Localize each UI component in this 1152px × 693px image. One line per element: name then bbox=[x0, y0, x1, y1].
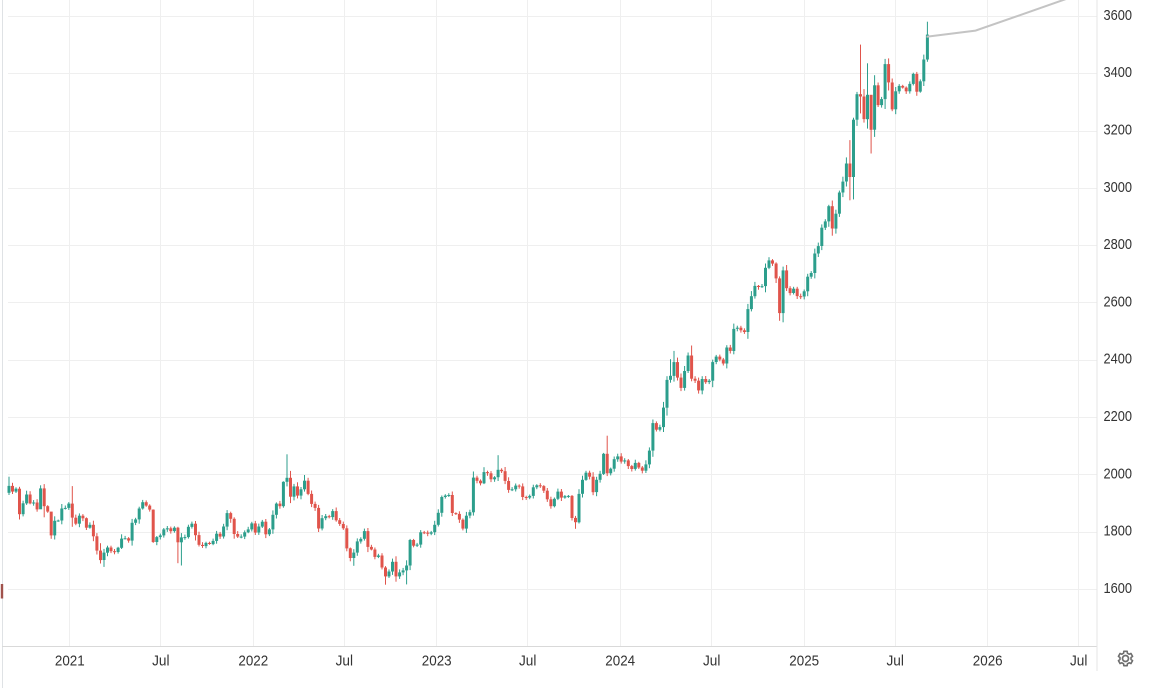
svg-text:Jul: Jul bbox=[703, 653, 720, 670]
svg-text:1600: 1600 bbox=[1104, 580, 1133, 597]
svg-text:2022: 2022 bbox=[238, 653, 268, 670]
svg-text:Jul: Jul bbox=[152, 653, 169, 670]
svg-text:2024: 2024 bbox=[605, 653, 635, 670]
svg-text:2400: 2400 bbox=[1104, 351, 1133, 368]
svg-text:1800: 1800 bbox=[1104, 523, 1133, 540]
svg-text:2026: 2026 bbox=[973, 653, 1003, 670]
svg-text:Jul: Jul bbox=[1070, 653, 1087, 670]
svg-text:2021: 2021 bbox=[55, 653, 85, 670]
svg-text:2025: 2025 bbox=[789, 653, 819, 670]
svg-text:2200: 2200 bbox=[1104, 408, 1133, 425]
svg-text:2000: 2000 bbox=[1104, 465, 1133, 482]
svg-text:2800: 2800 bbox=[1104, 236, 1133, 253]
svg-text:Jul: Jul bbox=[887, 653, 904, 670]
svg-text:3600: 3600 bbox=[1104, 7, 1133, 24]
svg-text:2023: 2023 bbox=[422, 653, 452, 670]
svg-text:3200: 3200 bbox=[1104, 122, 1133, 139]
svg-text:Jul: Jul bbox=[336, 653, 353, 670]
svg-text:3000: 3000 bbox=[1104, 179, 1133, 196]
svg-text:2600: 2600 bbox=[1104, 293, 1133, 310]
svg-text:3400: 3400 bbox=[1104, 64, 1133, 81]
svg-text:Jul: Jul bbox=[519, 653, 536, 670]
